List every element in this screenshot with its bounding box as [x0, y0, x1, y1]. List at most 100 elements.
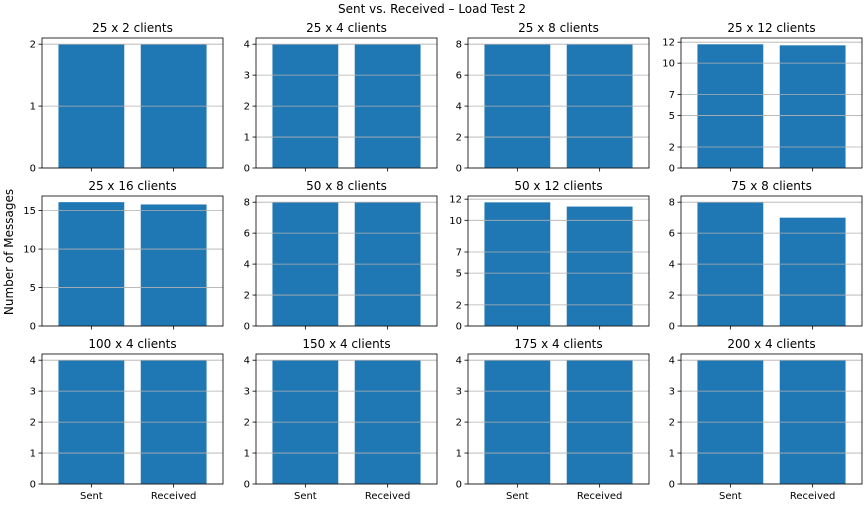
axes-frame	[41, 195, 224, 327]
y-tick-label: 2	[244, 102, 250, 113]
axes-frame	[41, 353, 224, 485]
x-tick-label: Received	[577, 491, 623, 502]
bar-received	[779, 45, 846, 168]
subplot-10: 150 x 4 clients 0 1 2 3 4 Sent Received	[244, 337, 438, 502]
y-tick-label: 3	[30, 387, 36, 398]
y-tick-label: 0	[669, 164, 675, 175]
subplot-5: 25 x 16 clients 0 5 10 15	[23, 179, 224, 333]
y-tick-label: 4	[456, 356, 462, 367]
subplot-title: 25 x 4 clients	[306, 21, 387, 35]
bar-sent	[58, 202, 125, 326]
y-tick-label: 0	[669, 322, 675, 333]
axes-frame	[255, 195, 438, 327]
y-tick-label: 2	[30, 418, 36, 429]
subplot-3: 25 x 8 clients 0 2 4 6 8	[456, 21, 650, 175]
bar-received	[779, 217, 846, 326]
y-tick-label: 2	[669, 291, 675, 302]
x-tick-label: Sent	[80, 491, 103, 502]
y-tick-label: 0	[244, 480, 250, 491]
y-tick-label: 5	[456, 269, 462, 280]
x-tick-label: Received	[151, 491, 197, 502]
y-tick-label: 0	[456, 480, 462, 491]
y-tick-label: 3	[456, 387, 462, 398]
y-tick-label: 0	[244, 322, 250, 333]
y-tick-label: 3	[244, 71, 250, 82]
subplot-12: 200 x 4 clients 0 1 2 3 4 Sent Received	[669, 337, 863, 502]
x-tick-label: Sent	[506, 491, 529, 502]
y-tick-label: 4	[244, 356, 250, 367]
bar-sent	[484, 202, 551, 326]
y-tick-label: 6	[244, 229, 250, 240]
axes-frame	[680, 195, 863, 327]
axes-frame	[680, 353, 863, 485]
y-tick-label: 0	[30, 322, 36, 333]
y-tick-label: 1	[30, 449, 36, 460]
subplot-title: 75 x 8 clients	[731, 179, 812, 193]
y-tick-label: 0	[244, 164, 250, 175]
y-tick-label: 8	[669, 198, 675, 209]
x-tick-label: Received	[790, 491, 836, 502]
y-tick-label: 10	[662, 59, 675, 70]
y-tick-label: 1	[456, 449, 462, 460]
x-tick-label: Sent	[719, 491, 742, 502]
y-tick-label: 5	[669, 111, 675, 122]
y-tick-label: 4	[669, 356, 675, 367]
subplot-title: 150 x 4 clients	[302, 337, 390, 351]
bar-received	[140, 204, 207, 326]
y-tick-label: 5	[30, 283, 36, 294]
subplot-title: 50 x 8 clients	[306, 179, 387, 193]
subplot-2: 25 x 4 clients 0 1 2 3 4	[244, 21, 438, 175]
axes-frame	[467, 37, 650, 169]
subplot-title: 175 x 4 clients	[514, 337, 602, 351]
y-tick-label: 15	[23, 206, 36, 217]
y-tick-label: 1	[244, 449, 250, 460]
subplot-8: 75 x 8 clients 0 2 4 6 8	[669, 179, 863, 333]
axes-frame	[41, 37, 224, 169]
subplot-title: 25 x 16 clients	[88, 179, 176, 193]
y-tick-label: 6	[669, 229, 675, 240]
y-tick-label: 10	[23, 245, 36, 256]
y-tick-label: 6	[456, 71, 462, 82]
subplot-title: 25 x 2 clients	[92, 21, 173, 35]
subplot-title: 200 x 4 clients	[727, 337, 815, 351]
y-tick-label: 0	[30, 480, 36, 491]
y-tick-label: 2	[456, 418, 462, 429]
y-tick-label: 3	[669, 387, 675, 398]
y-tick-label: 4	[244, 40, 250, 51]
y-tick-label: 1	[30, 102, 36, 113]
y-tick-label: 2	[456, 300, 462, 311]
axes-frame	[255, 37, 438, 169]
y-axis-label: Number of Messages	[2, 189, 16, 315]
axes-frame	[467, 195, 650, 327]
subplot-1: 25 x 2 clients 0 1 2	[30, 21, 224, 175]
subplot-title: 25 x 8 clients	[518, 21, 599, 35]
x-tick-label: Received	[365, 491, 411, 502]
subplot-9: 100 x 4 clients 0 1 2 3 4 Sent Received	[30, 337, 224, 502]
y-tick-label: 2	[244, 291, 250, 302]
bar-received	[566, 206, 633, 326]
y-tick-label: 7	[456, 248, 462, 259]
y-tick-label: 7	[669, 90, 675, 101]
y-tick-label: 4	[669, 260, 675, 271]
y-tick-label: 10	[449, 216, 462, 227]
y-tick-label: 2	[456, 133, 462, 144]
subplot-title: 25 x 12 clients	[727, 21, 815, 35]
subplot-7: 50 x 12 clients 0 2 5 7 10 12	[449, 179, 650, 333]
subplot-11: 175 x 4 clients 0 1 2 3 4 Sent Received	[456, 337, 650, 502]
x-tick-label: Sent	[294, 491, 317, 502]
y-tick-label: 0	[456, 164, 462, 175]
y-tick-label: 1	[669, 449, 675, 460]
y-tick-label: 8	[456, 40, 462, 51]
subplot-title: 50 x 12 clients	[514, 179, 602, 193]
y-tick-label: 2	[30, 40, 36, 51]
y-tick-label: 0	[669, 480, 675, 491]
y-tick-label: 3	[244, 387, 250, 398]
y-tick-label: 2	[669, 143, 675, 154]
y-tick-label: 4	[456, 102, 462, 113]
y-tick-label: 12	[662, 38, 675, 49]
y-tick-label: 12	[449, 195, 462, 206]
axes-frame	[680, 37, 863, 169]
